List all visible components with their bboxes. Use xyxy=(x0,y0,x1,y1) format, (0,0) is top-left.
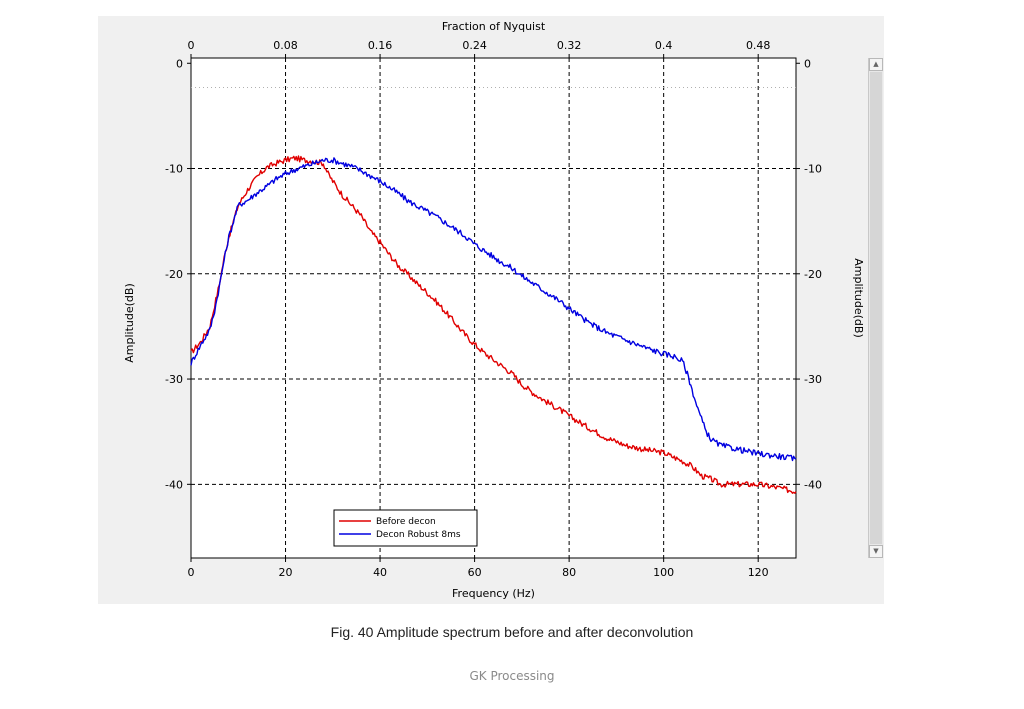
top-axis-title: Fraction of Nyquist xyxy=(442,20,546,33)
x-tick-label: 120 xyxy=(748,566,769,579)
y-tick-label-right: -30 xyxy=(804,373,822,386)
legend-box xyxy=(333,509,478,547)
watermark-text: GK Processing xyxy=(469,669,555,683)
vertical-scrollbar[interactable]: ▲ ▼ xyxy=(868,58,883,558)
x-tick-label: 60 xyxy=(468,566,482,579)
top-tick-label: 0.32 xyxy=(557,39,582,52)
scroll-down-arrow-icon[interactable]: ▼ xyxy=(869,545,883,558)
axis-ticks: 00200.08400.16600.24800.321000.41200.480… xyxy=(165,39,822,579)
scrollbar-thumb[interactable] xyxy=(870,72,882,544)
x-tick-label: 20 xyxy=(279,566,293,579)
y-tick-label-left: -30 xyxy=(165,373,183,386)
y-tick-label-left: -10 xyxy=(165,163,183,176)
legend-label-decon-robust: Decon Robust 8ms xyxy=(376,530,461,540)
y-tick-label-right: 0 xyxy=(804,57,811,70)
top-tick-label: 0.16 xyxy=(368,39,393,52)
top-tick-label: 0.08 xyxy=(273,39,298,52)
top-tick-label: 0.48 xyxy=(746,39,771,52)
y-tick-label-left: 0 xyxy=(176,57,183,70)
series-line-decon-robust-8ms xyxy=(190,157,797,462)
legend: Before decon Decon Robust 8ms xyxy=(333,509,478,547)
y-tick-label-left: -20 xyxy=(165,268,183,281)
plot-area xyxy=(190,57,797,559)
grid xyxy=(191,58,796,558)
series-lines xyxy=(190,155,797,494)
y-tick-label-right: -10 xyxy=(804,163,822,176)
top-tick-label: 0.4 xyxy=(655,39,673,52)
y-tick-label-left: -40 xyxy=(165,478,183,491)
series-line-before-decon xyxy=(190,155,797,494)
legend-label-before-decon: Before decon xyxy=(376,517,436,527)
x-tick-label: 80 xyxy=(562,566,576,579)
figure-caption: Fig. 40 Amplitude spectrum before and af… xyxy=(330,624,694,640)
x-tick-label: 40 xyxy=(373,566,387,579)
y-axis-title-left: Amplitude(dB) xyxy=(123,283,136,362)
y-tick-label-right: -20 xyxy=(804,268,822,281)
y-axis-title-right: Amplitude(dB) xyxy=(852,258,865,337)
top-tick-label: 0.24 xyxy=(462,39,487,52)
scroll-up-arrow-icon[interactable]: ▲ xyxy=(869,58,883,71)
x-tick-label: 0 xyxy=(188,566,195,579)
x-tick-label: 100 xyxy=(653,566,674,579)
x-axis-title: Frequency (Hz) xyxy=(452,587,535,600)
top-tick-label: 0 xyxy=(188,39,195,52)
y-tick-label-right: -40 xyxy=(804,478,822,491)
